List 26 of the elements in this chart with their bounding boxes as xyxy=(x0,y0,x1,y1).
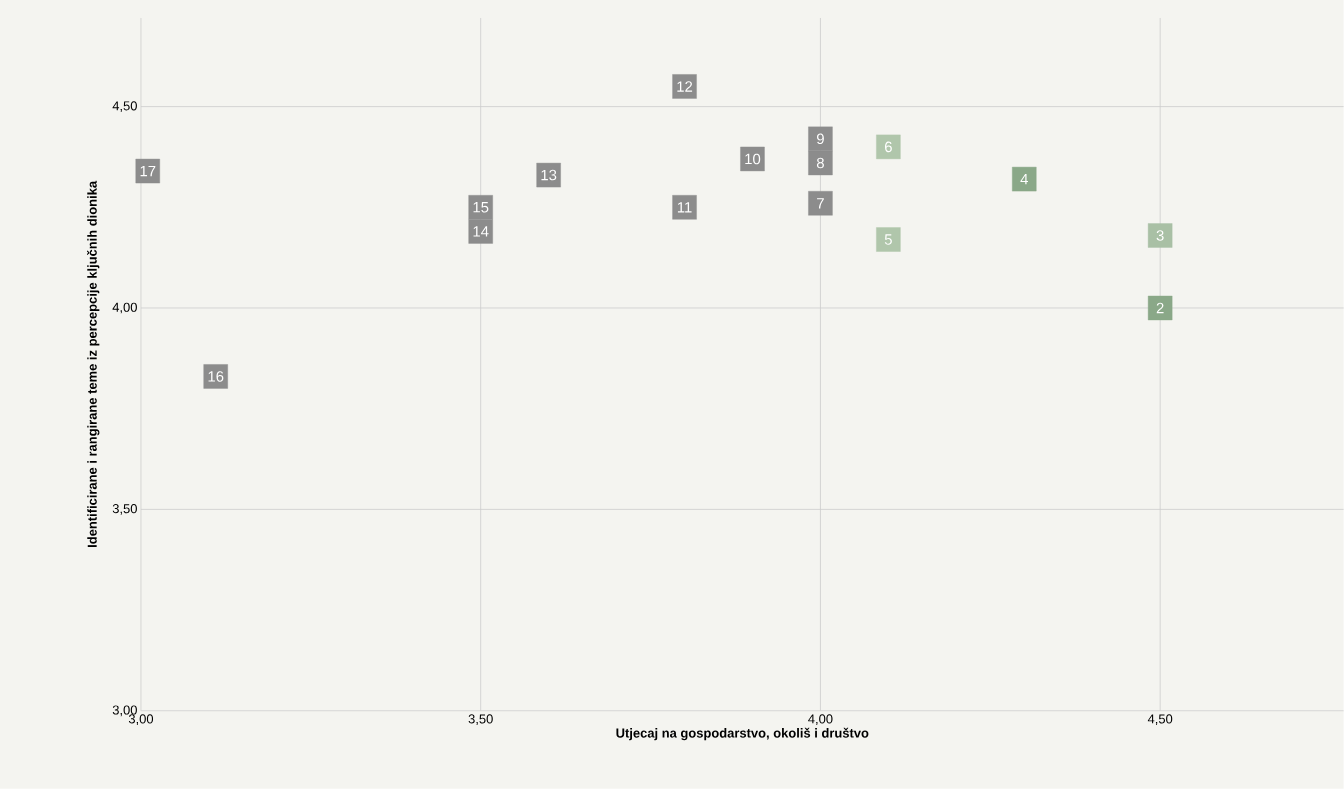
annotation: 15 xyxy=(473,202,489,213)
annotation: 17 xyxy=(140,166,156,177)
y-axis-title: Identificirane i rangirane teme iz percepcije ključnih dionika xyxy=(86,180,100,548)
annotation: 10 xyxy=(745,153,761,165)
annotation: 16 xyxy=(208,371,224,382)
annotation: 2 xyxy=(1156,302,1164,314)
x-axis-title: Utjecaj na gospodarstvo, okoliš i društvo xyxy=(616,727,869,741)
y-tick-label: 4,50 xyxy=(112,101,137,113)
annotation: 12 xyxy=(677,81,693,92)
annotation: 5 xyxy=(884,234,892,245)
annotation: 8 xyxy=(816,157,824,169)
annotation: 7 xyxy=(817,198,824,209)
x-tick-label: 4,00 xyxy=(808,714,833,726)
annotation: 4 xyxy=(1020,174,1028,185)
x-tick-label: 3,50 xyxy=(468,714,493,726)
annotation: 14 xyxy=(473,226,489,237)
annotation: 9 xyxy=(816,133,824,145)
annotation: 13 xyxy=(541,169,557,181)
annotation: 3 xyxy=(1156,230,1164,241)
y-tick-label: 4,00 xyxy=(112,302,137,314)
y-tick-label: 3,50 xyxy=(112,504,137,515)
y-tick-label: 3,00 xyxy=(112,705,137,717)
x-tick-label: 4,50 xyxy=(1147,714,1173,726)
annotation: 11 xyxy=(677,202,692,213)
x-tick-label: 3,00 xyxy=(128,714,154,726)
annotation: 6 xyxy=(884,141,892,153)
